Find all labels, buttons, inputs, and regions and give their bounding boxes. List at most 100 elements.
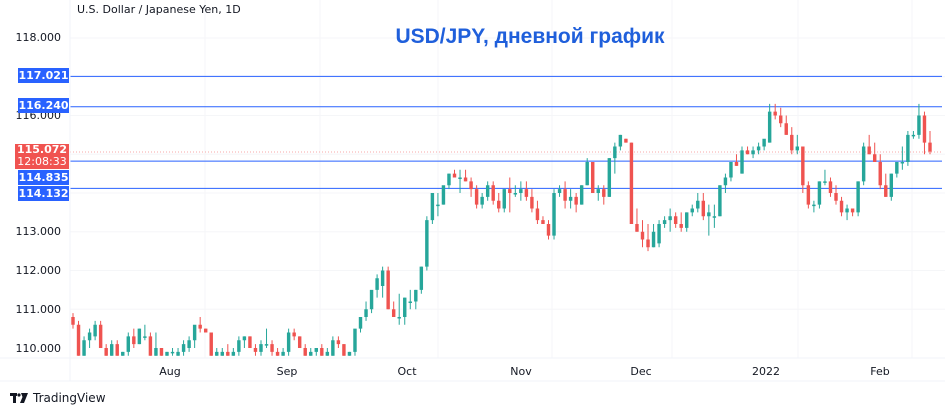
candle-body [839,200,844,213]
candle-body [474,189,479,205]
candle-body [485,185,490,197]
candle-body [248,336,252,348]
candle-body [773,111,777,116]
candle-body [408,301,412,303]
candle-body [607,158,612,197]
candle-body [850,208,855,213]
candle-body [132,336,136,345]
candle-body [806,185,811,205]
candle-body [579,185,584,205]
candle-body [342,344,346,356]
candle-body [137,328,142,345]
candle-body [336,340,341,345]
candle-body [629,142,634,224]
candle-body [391,309,396,317]
candle-body [856,181,860,213]
level-label-116-240[interactable]: 116.240 [18,98,69,113]
candle-body [618,134,623,147]
candle-body [292,332,296,337]
candle-body [519,189,523,193]
candle-body [441,185,446,205]
candle-body [795,146,800,151]
candle-body [624,138,628,143]
candle-body [430,193,435,221]
candle-body [867,146,871,155]
candle-body [375,278,379,290]
candle-body [380,270,385,286]
candle-body [762,138,766,147]
candle-body [673,216,678,224]
candle-body [696,200,700,209]
candle-body [734,162,739,166]
candle-body [922,115,927,143]
candle-body [192,324,197,341]
candle-body [469,181,473,190]
candle-body [364,309,368,317]
tradingview-logo[interactable]: TradingView [10,391,106,405]
candle-body [209,332,213,356]
candle-body [414,289,418,302]
candle-body [447,173,451,186]
candle-body [872,154,877,162]
candle-body [203,328,208,333]
candle-body [181,344,186,352]
candle-body [242,336,247,341]
candle-body [458,177,462,179]
candle-body [679,224,683,228]
candle-body [745,150,750,155]
time-label: 2022 [752,365,780,378]
candle-body [801,146,805,186]
candle-body [314,348,318,352]
candle-body [82,340,86,356]
candle-body [159,348,164,356]
candle-body [143,336,147,338]
bar-countdown: 12:08:33 [17,155,67,168]
candle-body [331,340,335,356]
level-label-117-021[interactable]: 117.021 [18,68,69,83]
candle-body [635,224,639,232]
candle-body [828,181,833,193]
candle-body [928,142,932,152]
time-label: Dec [630,365,652,378]
candle-body [452,173,457,178]
candle-body [574,196,578,205]
candle-body [98,324,103,348]
price-tick: 111.000 [15,303,62,316]
candle-body [309,351,313,356]
candle-body [320,348,324,356]
candle-body [220,351,224,356]
candle-body [436,204,440,207]
candle-body [165,351,169,356]
candle-body [215,351,219,356]
candle-body [275,351,280,356]
horizontal-levels [70,75,942,189]
candle-body [889,173,894,197]
tradingview-logo-icon [10,393,28,403]
last-price-value: 115.072 [16,143,68,156]
candle-body [861,146,866,182]
candle-body [602,189,606,197]
candle-body [657,224,661,244]
candle-body [386,270,390,310]
candle-body [845,208,849,213]
level-label-114-835[interactable]: 114.835 [18,170,69,185]
candle-body [425,220,429,267]
level-label-114-132[interactable]: 114.132 [18,186,69,201]
candle-body [646,239,650,248]
candle-body [480,196,484,205]
candle-body [563,189,567,201]
candle-body [281,351,285,356]
candle-body [718,185,722,217]
candle-body [613,146,617,159]
candle-body [237,340,241,352]
candle-body [513,193,518,195]
candle-body [71,317,75,325]
candle-body [729,162,733,178]
candle-body [751,150,755,155]
price-tick: 110.000 [15,342,62,355]
last-price-label[interactable]: 115.072 12:08:33 [15,144,69,169]
candle-body [347,351,352,356]
candle-body [701,200,706,217]
candle-body [823,181,827,183]
